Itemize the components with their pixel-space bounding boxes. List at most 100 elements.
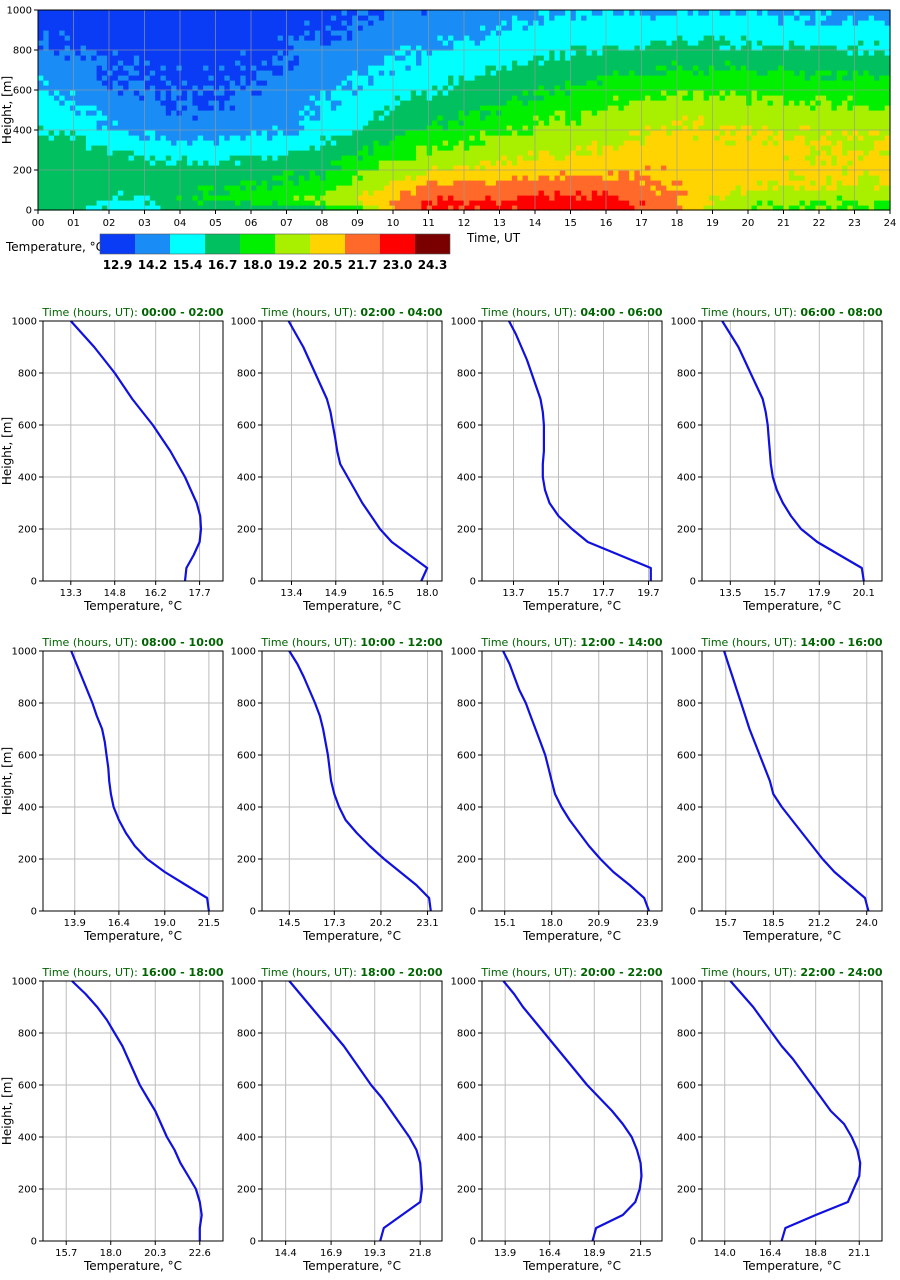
heatmap-cell — [549, 185, 556, 191]
heatmap-cell — [277, 100, 284, 106]
heatmap-cell — [224, 45, 231, 51]
heatmap-cell — [229, 170, 236, 176]
heatmap-cell — [192, 145, 199, 151]
heatmap-cell — [48, 70, 55, 76]
heatmap-cell — [235, 160, 241, 166]
heatmap-cell — [165, 130, 172, 136]
heatmap-cell — [677, 150, 683, 156]
heatmap-cell — [208, 50, 215, 56]
heatmap-cell — [139, 135, 146, 141]
heatmap-cell — [304, 200, 311, 206]
heatmap-cell — [384, 155, 391, 161]
heatmap-cell — [517, 50, 524, 56]
heatmap-cell — [219, 85, 225, 91]
heatmap-cell — [394, 60, 401, 66]
heatmap-cell — [112, 195, 119, 201]
heatmap-cell — [618, 120, 625, 126]
heatmap-cell — [101, 95, 108, 101]
heatmap-cell — [187, 180, 194, 186]
heatmap-cell — [661, 150, 667, 156]
heatmap-cell — [581, 115, 588, 121]
heatmap-cell — [304, 15, 311, 21]
heatmap-cell — [506, 80, 513, 86]
heatmap-cell — [687, 90, 694, 96]
heatmap-cell — [479, 10, 486, 16]
heatmap-cell — [277, 170, 284, 176]
heatmap-cell — [591, 85, 598, 91]
heatmap-cell — [155, 45, 162, 51]
heatmap-cell — [165, 105, 172, 111]
heatmap-cell — [682, 95, 689, 101]
heatmap-cell — [549, 70, 556, 76]
heatmap-cell — [282, 125, 289, 131]
heatmap-cell — [266, 200, 273, 206]
heatmap-cell — [416, 55, 422, 61]
heatmap-cell — [251, 180, 257, 186]
heatmap-cell — [213, 190, 220, 196]
heatmap-cell — [288, 120, 295, 126]
heatmap-cell — [426, 140, 433, 146]
heatmap-cell — [586, 165, 593, 171]
heatmap-cell — [362, 30, 369, 36]
heatmap-cell — [469, 85, 476, 91]
heatmap-cell — [458, 70, 465, 76]
heatmap-cell — [341, 135, 348, 141]
heatmap-cell — [384, 85, 391, 91]
heatmap-cell — [165, 70, 172, 76]
heatmap-cell — [128, 150, 135, 156]
heatmap-cell — [346, 65, 353, 71]
heatmap-cell — [527, 20, 534, 26]
heatmap-cell — [341, 195, 348, 201]
heatmap-cell — [538, 120, 545, 126]
heatmap-cell — [43, 55, 50, 61]
heatmap-cell — [192, 165, 199, 171]
heatmap-cell — [293, 205, 300, 211]
heatmap-cell — [352, 25, 359, 31]
heatmap-cell — [613, 185, 620, 191]
heatmap-cell — [490, 10, 497, 16]
heatmap-cell — [384, 100, 391, 106]
heatmap-cell — [240, 100, 247, 106]
heatmap-cell — [171, 100, 178, 106]
heatmap-cell — [181, 45, 188, 51]
heatmap-cell — [527, 75, 534, 81]
heatmap-cell — [506, 195, 513, 201]
heatmap-cell — [554, 105, 561, 111]
heatmap-cell — [155, 190, 162, 196]
heatmap-cell — [43, 85, 50, 91]
heatmap-cell — [645, 45, 651, 51]
heatmap-cell — [485, 30, 492, 36]
heatmap-cell — [80, 170, 87, 176]
heatmap-cell — [661, 160, 667, 166]
heatmap-cell — [101, 15, 108, 21]
heatmap-cell — [133, 205, 140, 211]
heatmap-cell — [325, 175, 332, 181]
heatmap-cell — [490, 190, 497, 196]
heatmap-cell — [549, 205, 556, 211]
heatmap-cell — [458, 200, 465, 206]
heatmap-cell — [629, 110, 635, 116]
heatmap-cell — [352, 185, 359, 191]
heatmap-cell — [304, 130, 311, 136]
heatmap-cell — [511, 70, 518, 76]
heatmap-cell — [373, 70, 380, 76]
heatmap-cell — [666, 105, 673, 111]
heatmap-cell — [192, 135, 199, 141]
heatmap-cell — [597, 115, 604, 121]
heatmap-cell — [266, 85, 273, 91]
heatmap-cell — [160, 190, 167, 196]
heatmap-cell — [133, 135, 140, 141]
heatmap-cell — [181, 95, 188, 101]
heatmap-cell — [538, 90, 545, 96]
heatmap-cell — [325, 205, 332, 211]
heatmap-cell — [389, 200, 396, 206]
heatmap-cell — [373, 180, 380, 186]
heatmap-cell — [213, 180, 220, 186]
heatmap-cell — [117, 100, 124, 106]
heatmap-cell — [458, 105, 465, 111]
heatmap-cell — [240, 165, 247, 171]
heatmap-cell — [533, 175, 540, 181]
heatmap-cell — [597, 20, 604, 26]
heatmap-cell — [389, 195, 396, 201]
heatmap-cell — [69, 105, 76, 111]
